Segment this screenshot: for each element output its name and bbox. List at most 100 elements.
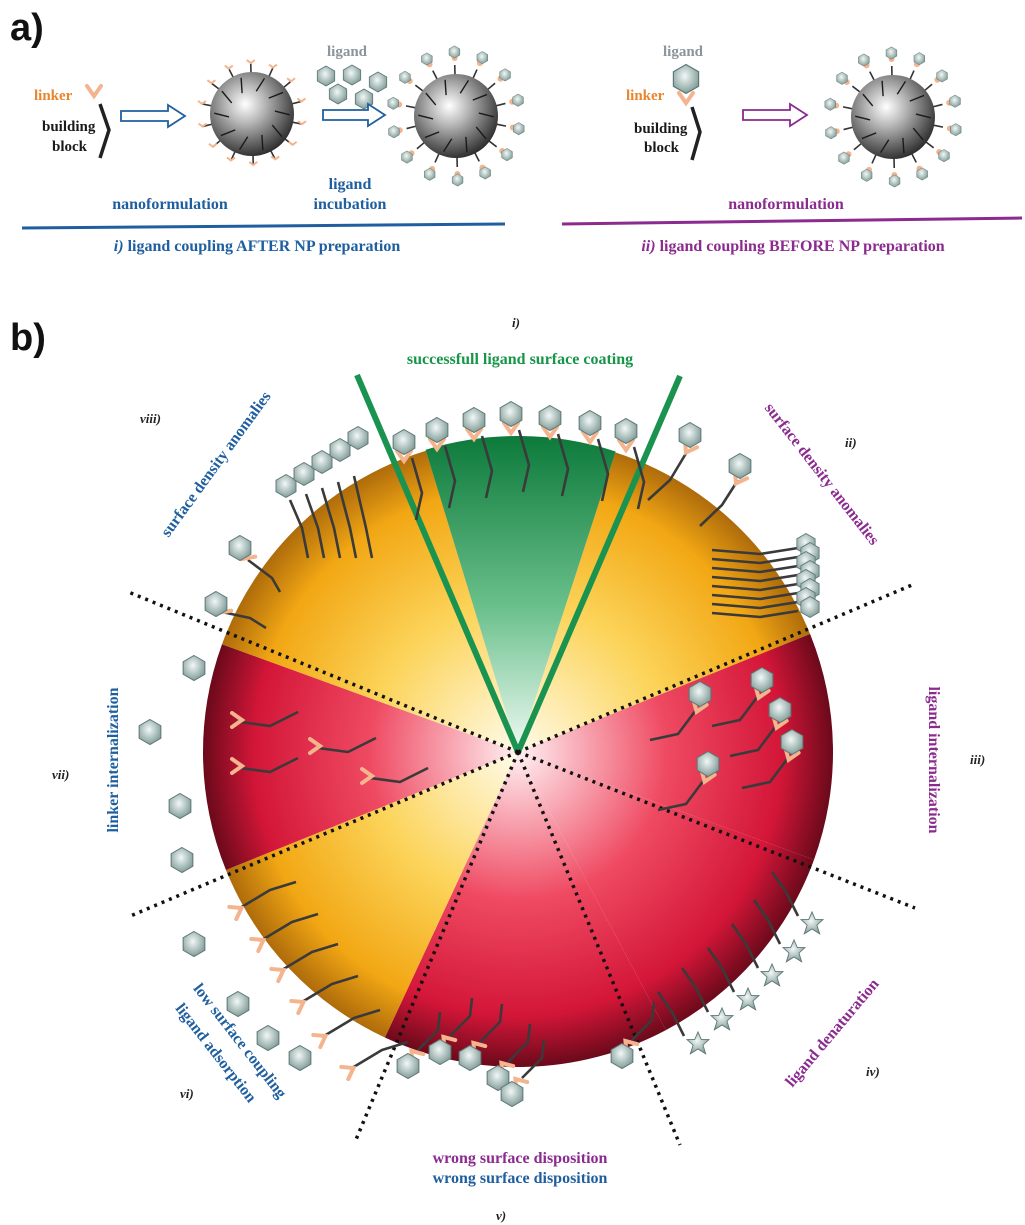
sector-iii-title: ligand internalization [925, 686, 942, 833]
sector-viii-background [221, 450, 518, 752]
ligand-icon [512, 93, 524, 107]
before-block-label: block [644, 140, 680, 156]
building-block-chain [288, 499, 310, 559]
sector-vii-roman: vii) [52, 767, 69, 782]
nanoparticle-core [851, 75, 935, 159]
divider-line [127, 750, 519, 919]
linker-icon [617, 438, 635, 454]
ligand-icon [885, 46, 898, 60]
linker-icon [269, 966, 287, 984]
ligand-icon [387, 96, 399, 110]
linker-icon [226, 156, 236, 162]
ligand-icon [888, 174, 901, 188]
ligand-icon [226, 991, 250, 1017]
panel-a-label: a) [10, 7, 44, 49]
nanoparticle-core [414, 74, 498, 158]
sector-viii-roman: viii) [140, 411, 161, 426]
ligand-icon [825, 126, 837, 140]
sector-dividers [125, 583, 916, 1146]
building-block-chain [711, 564, 799, 574]
ligand-icon [182, 655, 206, 681]
building-block-chain [323, 1008, 381, 1038]
before-divider [561, 216, 1023, 226]
green-wedge-edge-right [515, 374, 683, 754]
building-block-chain [729, 725, 778, 758]
panel-b-label: b) [10, 317, 46, 359]
denatured-ligand-icon [736, 987, 760, 1011]
divider-line [353, 751, 520, 1143]
after-step2-line1: ligand [329, 176, 372, 193]
ligand-icon [513, 122, 525, 136]
building-block-chain [410, 457, 424, 521]
linker-icon [206, 79, 216, 85]
linker-icon [197, 100, 207, 106]
building-block-chain [320, 487, 342, 559]
arrow-before-icon [742, 102, 809, 128]
ligand-icon [182, 931, 206, 957]
building-block-chain [706, 947, 736, 993]
building-block-chain [647, 449, 690, 501]
green-wedge-edge-left [354, 373, 521, 754]
ligand-icon [451, 173, 464, 187]
divider-line [516, 751, 682, 1146]
sector-vii-background [203, 644, 519, 871]
building-block-chain [711, 573, 799, 583]
linker-icon [311, 1032, 329, 1050]
linker-icon [308, 737, 324, 755]
building-block-chain [711, 600, 799, 610]
linker-icon [541, 425, 559, 441]
sector-i-roman: i) [512, 315, 520, 330]
building-block-chain [369, 766, 429, 784]
building-block-chain [261, 912, 319, 942]
ligand-icon [170, 847, 194, 873]
linker-icon [249, 936, 267, 954]
building-block-chain [317, 736, 377, 754]
ligand-icon [275, 474, 297, 498]
denatured-ligand-icon [800, 911, 824, 935]
building-block-chain [480, 435, 494, 499]
after-building-block-icon [85, 84, 111, 159]
linker-icon [296, 97, 307, 103]
sector-v-background [384, 752, 666, 1068]
building-block-chain [352, 475, 374, 559]
linker-icon [270, 155, 280, 161]
building-block-chain [336, 481, 358, 559]
ligand-icon [138, 719, 162, 745]
denatured-ligand-icon [782, 939, 806, 963]
building-block-chain [507, 1023, 532, 1063]
linker-icon [360, 767, 376, 785]
ligand-icon [950, 123, 962, 137]
before-building-label: building [634, 121, 688, 137]
divider-line [125, 589, 519, 754]
after-step1-label: nanoformulation [112, 196, 228, 213]
linker-icon [465, 427, 483, 443]
building-block-chain [711, 555, 799, 565]
after-caption: i) ligand coupling AFTER NP preparation [114, 238, 401, 255]
building-block-chain [711, 695, 760, 728]
linker-icon [297, 120, 307, 126]
ligand-icon [347, 426, 369, 450]
linker-icon [286, 77, 296, 83]
after-linker-label: linker [34, 88, 73, 104]
building-block-chain [752, 899, 782, 945]
building-block-chain [711, 591, 799, 601]
ligand-icon [388, 125, 400, 139]
before-step-label: nanoformulation [728, 196, 844, 213]
ligand-icon [256, 1025, 280, 1051]
after-ligand-label: ligand [327, 44, 368, 60]
arrow-after-2-icon [322, 102, 387, 128]
sector-ii-roman: ii) [845, 435, 857, 450]
building-block-chain [221, 610, 267, 630]
building-block-chain [649, 709, 698, 742]
building-block-chain [301, 974, 359, 1004]
ligand-icon [168, 793, 192, 819]
ligand-icon [311, 450, 333, 474]
building-block-chain [741, 757, 790, 790]
arrow-after-1-icon [120, 103, 187, 129]
linker-icon [230, 711, 246, 729]
sector-viii-title: surface density anomalies [158, 389, 275, 541]
after-caption-text: ligand coupling AFTER NP preparation [124, 238, 401, 255]
before-caption-text: ligand coupling BEFORE NP preparation [656, 238, 945, 255]
building-block-chain [281, 942, 339, 972]
